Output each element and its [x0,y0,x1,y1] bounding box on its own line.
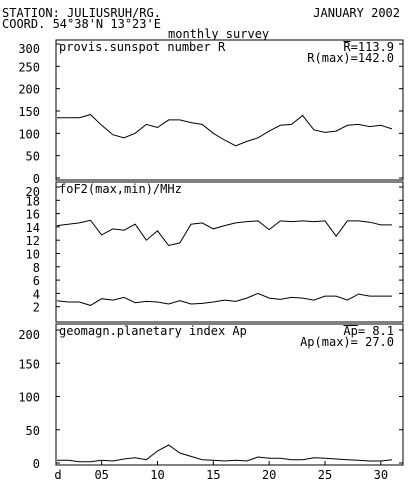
coordinates-label: COORD. 54°38'N 13°23'E [2,17,161,31]
y-tick-label: 50 [26,424,40,438]
panel-title: foF2(max,min)/MHz [59,182,182,196]
y-tick-label: 300 [18,42,40,56]
x-tick-label: 30 [374,468,388,480]
y-tick-label: 100 [18,127,40,141]
y-tick-label: 200 [18,328,40,342]
series-line-2 [56,292,392,306]
panel-frame [55,323,404,466]
stat-mean: Ap= 8.1 [343,324,394,338]
panel-1: 0 50 100 150 200 250 300 provis.sunspot number … [18,39,404,186]
x-tick-label: 25 [318,468,332,480]
y-tick-label: 0 [33,457,40,471]
y-tick-label: 20 [26,185,40,199]
x-tick-label: 05 [94,468,108,480]
y-tick-label: 150 [18,105,40,119]
x-axis-label: d [54,468,61,480]
y-tick-label: 10 [26,248,40,262]
y-tick-label: 12 [26,234,40,248]
y-tick-label: 0 [33,172,40,186]
x-tick-label: 10 [150,468,164,480]
report-header: STATION: JULIUSRUH/RG. COORD. 54°38'N 13… [0,0,408,40]
panel-title: geomagn.planetary index Ap [59,324,247,338]
y-tick-label: 50 [26,150,40,164]
station-label: STATION: JULIUSRUH/RG. [2,6,161,20]
panel-frame [55,39,404,181]
y-tick-label: 4 [33,287,40,301]
y-tick-label: 200 [18,83,40,97]
y-tick-label: 100 [18,391,40,405]
panel-frame [55,181,404,323]
y-tick-label: 16 [26,208,40,222]
x-tick-label: 15 [206,468,220,480]
y-tick-label: 2 [33,301,40,315]
y-tick-label: 250 [18,60,40,74]
stat-max: Ap(max)= 27.0 [300,335,394,349]
x-tick-label: 20 [262,468,276,480]
series-line-1 [57,114,393,147]
survey-label: monthly survey [168,27,270,41]
period-label: JANUARY 2002 [313,6,400,20]
y-tick-label: 14 [26,221,40,235]
series-line-1 [57,444,393,463]
series-line-1 [56,219,392,247]
stat-mean: R=113.9 [343,40,394,54]
y-tick-label: 18 [26,194,40,208]
y-tick-label: 150 [18,357,40,371]
panel-title: provis.sunspot number R [59,40,226,54]
stat-max: R(max)=142.0 [307,51,394,65]
y-tick-label: 8 [33,261,40,275]
y-tick-label: 6 [33,274,40,288]
